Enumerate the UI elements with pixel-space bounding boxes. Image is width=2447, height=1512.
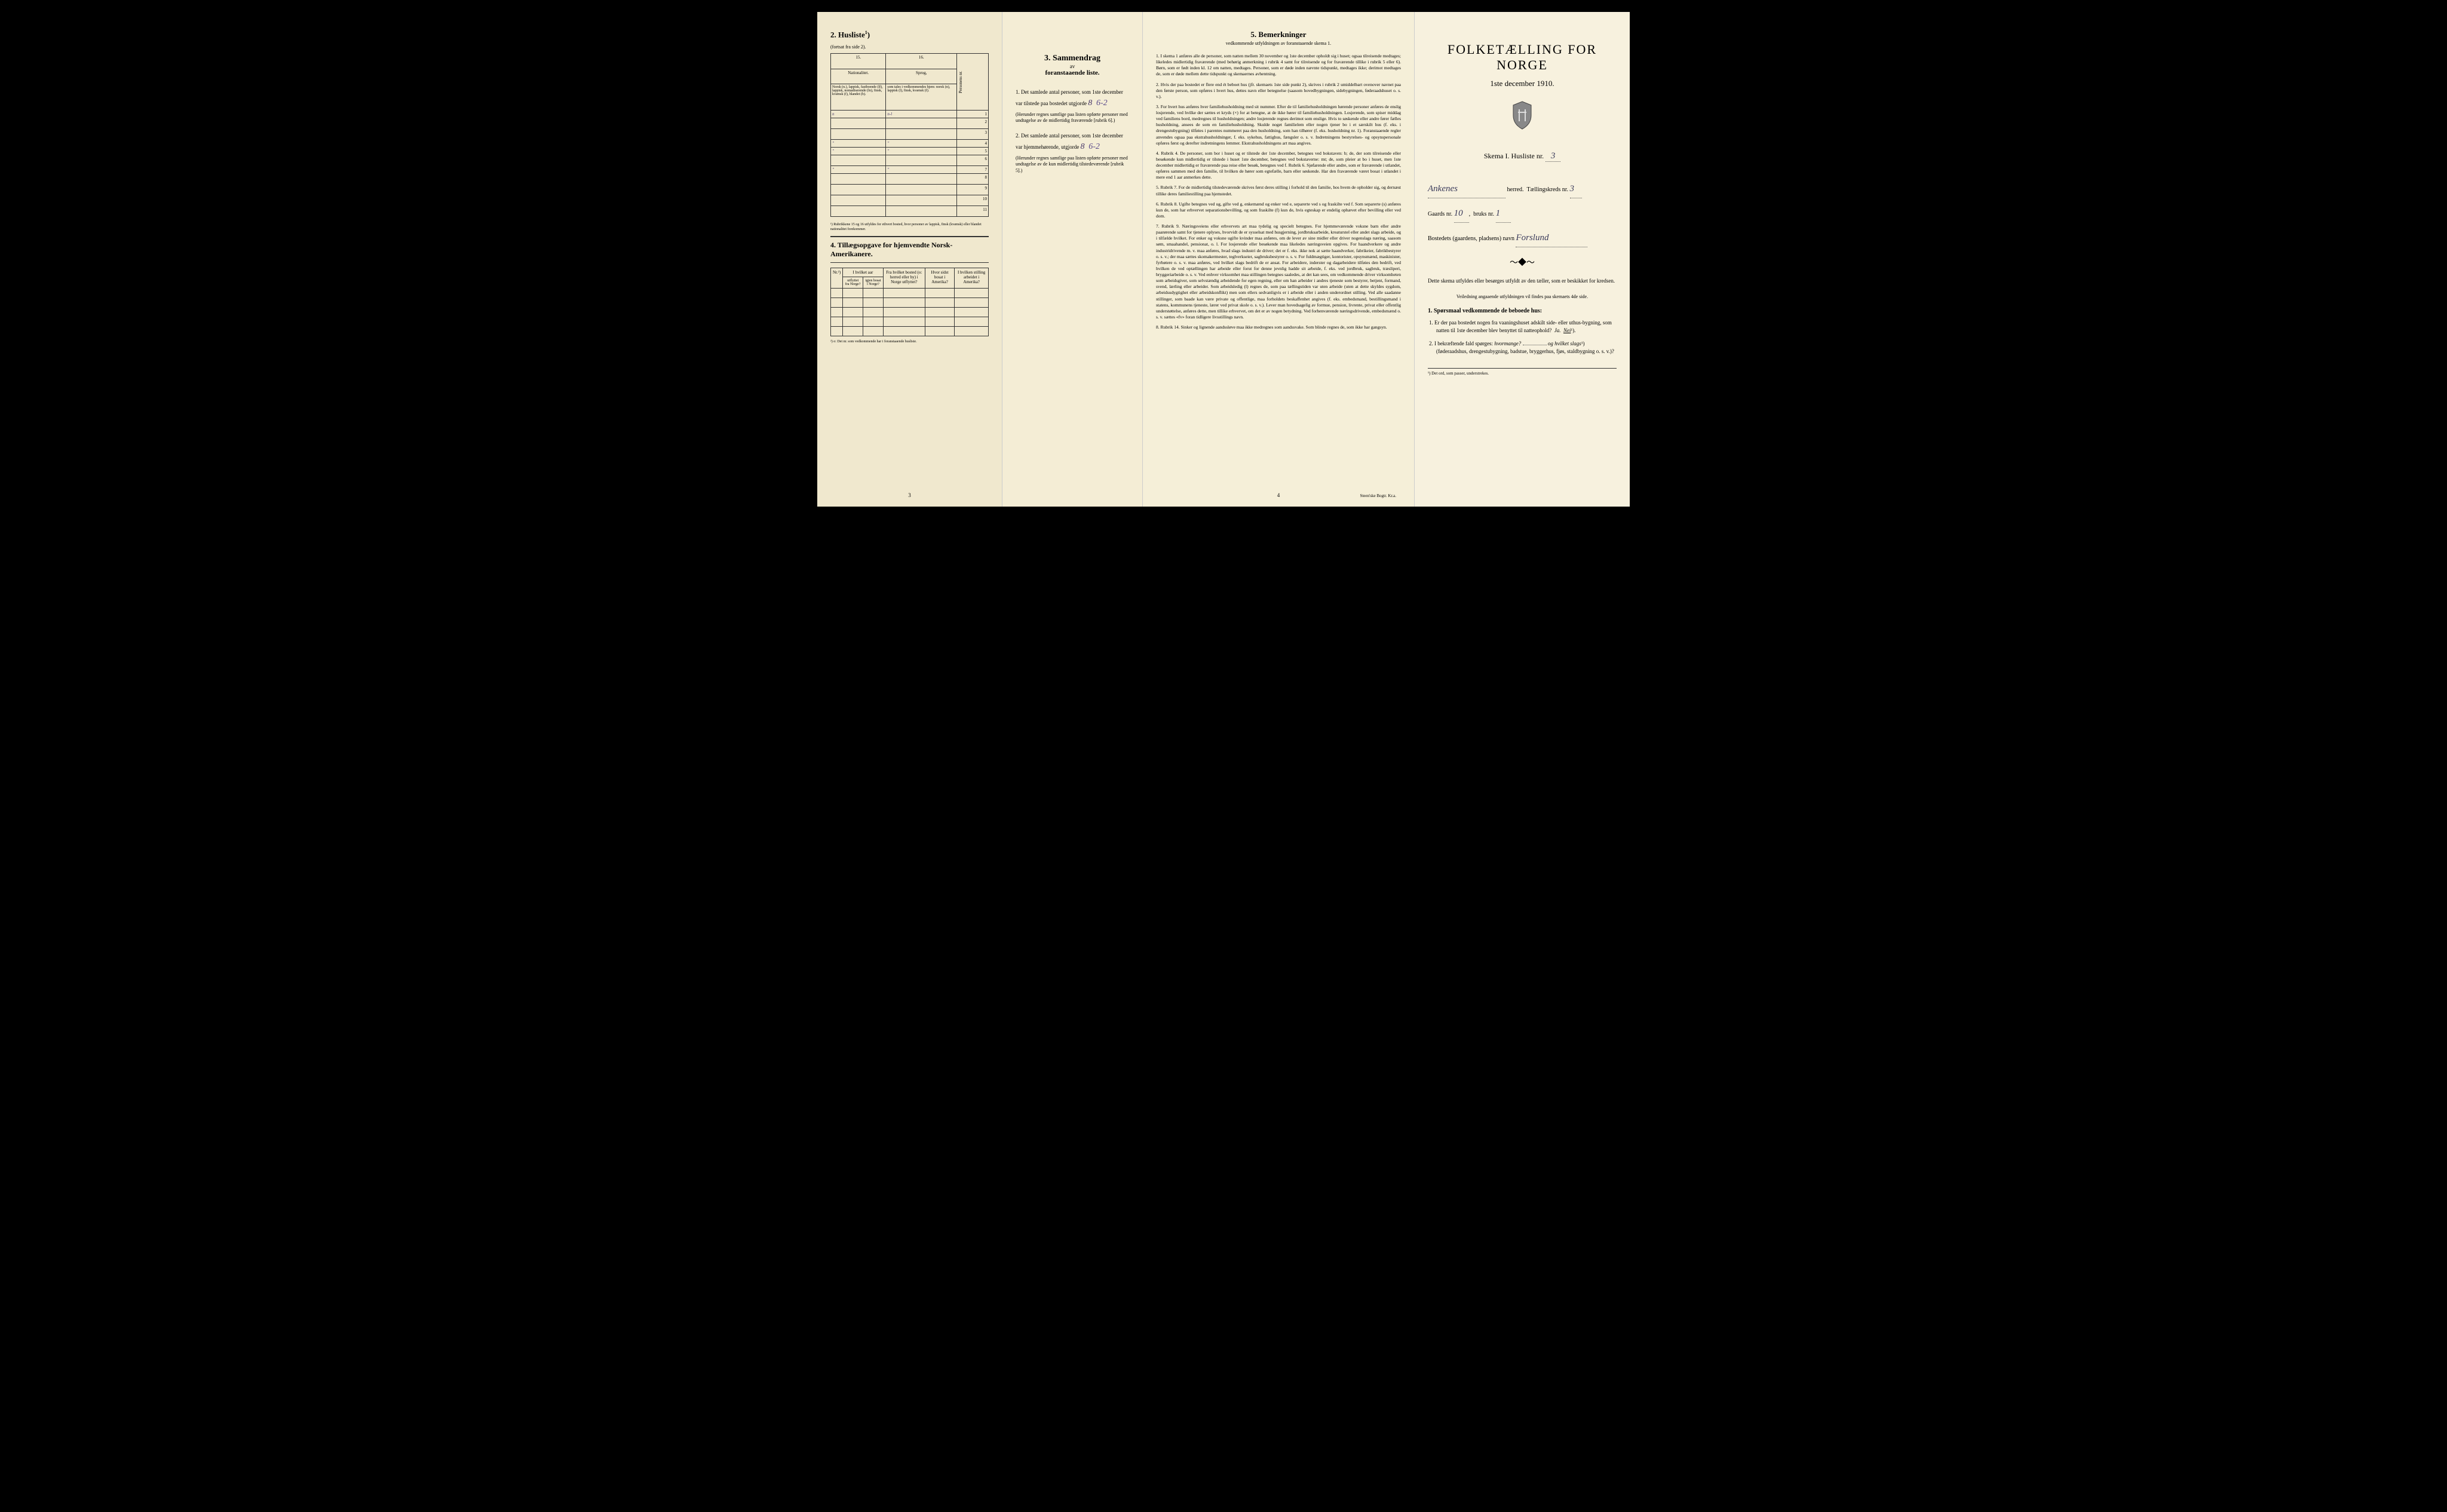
summary-item-2: 2. Det samlede antal personer, som 1ste … — [1016, 132, 1129, 174]
flourish-icon: 〜◆〜 — [1428, 256, 1617, 268]
footnote-underline: ¹) Det ord, som passer, understrekes. — [1428, 368, 1617, 376]
col-15-sub: Norsk (n.), lappisk, fastboende (lf), la… — [831, 84, 886, 111]
table-row: ""5 — [831, 148, 989, 155]
section-2-title: 2. Husliste1) — [830, 30, 989, 39]
bosted-line: Bostedets (gaardens, pladsens) navn Fors… — [1428, 229, 1617, 247]
table-row — [831, 307, 989, 317]
table-row: 8 — [831, 174, 989, 185]
hjemme-breakdown: 6-2 — [1088, 142, 1100, 151]
herred-value: Ankenes — [1428, 180, 1505, 198]
table-row: 6 — [831, 155, 989, 166]
bruks-value: 1 — [1496, 204, 1511, 223]
table-row: 9 — [831, 185, 989, 195]
herred-line: Ankenes herred. Tællingskreds nr. 3 — [1428, 180, 1617, 198]
table-row — [831, 288, 989, 298]
t4-col-nr: Nr.²) — [831, 268, 843, 288]
section-4-title: 4. Tillægsopgave for hjemvendte Norsk-Am… — [830, 236, 989, 263]
page-3-left: 2. Husliste1) (fortsat fra side 2). 15. … — [817, 12, 1002, 507]
table-row — [831, 326, 989, 336]
coat-of-arms-icon — [1428, 100, 1617, 133]
section-2-continued: (fortsat fra side 2). — [830, 44, 989, 50]
gaards-line: Gaards nr. 10, bruks nr. 1 — [1428, 204, 1617, 223]
footnote-2: ²) o: Det nr. som vedkommende har i fora… — [830, 340, 989, 345]
footnote-1: ¹) Rubrikkene 15 og 16 utfyldes for ethv… — [830, 223, 989, 232]
husliste-table: 15. 16. Personens nr. Nationalitet. Spro… — [830, 53, 989, 217]
table-row: ""7 — [831, 166, 989, 174]
t4-col-aar: I hvilket aar — [843, 268, 884, 277]
hjemme-count: 8 — [1080, 142, 1084, 151]
col-person-nr: Personens nr. — [957, 54, 989, 111]
remark-4: 4. Rubrik 4. De personer, som bor i huse… — [1156, 151, 1401, 181]
summary-item-1: 1. Det samlede antal personer, som 1ste … — [1016, 88, 1129, 124]
page-4-remarks: 5. Bemerkninger vedkommende utfyldningen… — [1143, 12, 1415, 507]
printer-mark: Steen'ske Bogtr. Kr.a. — [1360, 493, 1396, 498]
t4-col-amerika: Hvor sidst bosat i Amerika? — [925, 268, 954, 288]
table-row — [831, 317, 989, 326]
page-1-cover: FOLKETÆLLING FOR NORGE 1ste december 191… — [1415, 12, 1630, 507]
table-row — [831, 298, 989, 307]
page-3-right: 3. Sammendrag av foranstaaende liste. 1.… — [1002, 12, 1143, 507]
section-3-sub1: av — [1016, 63, 1129, 69]
t4-col-bosat: igjen bosat i Norge? — [863, 277, 884, 288]
table-row: 3 — [831, 129, 989, 140]
col-16-num: 16. — [886, 54, 957, 69]
remark-8: 8. Rubrik 14. Sinker og lignende aandssl… — [1156, 324, 1401, 330]
gaards-value: 10 — [1454, 204, 1469, 223]
husliste-nr: 3 — [1546, 151, 1560, 162]
question-header: 1. Spørsmaal vedkommende de beboede hus: — [1428, 308, 1617, 314]
answer-nei: Nei — [1563, 327, 1571, 333]
tilstede-breakdown: 6-2 — [1096, 99, 1108, 108]
page-number: 3 — [817, 492, 1002, 498]
remark-7: 7. Rubrik 9. Næringsveiens eller erhverv… — [1156, 223, 1401, 320]
col-15-head: Nationalitet. — [831, 69, 886, 84]
table-row: 11 — [831, 206, 989, 217]
t4-col-utflyttet: utflyttet fra Norge? — [843, 277, 863, 288]
tilstede-count: 8 — [1088, 99, 1092, 108]
col-16-sub: som tales i vedkommendes hjem: norsk (n)… — [886, 84, 957, 111]
section-5-title: 5. Bemerkninger — [1156, 30, 1401, 39]
question-2: 2. I bekræftende fald spørges: hvormange… — [1436, 340, 1617, 356]
t4-col-stilling: I hvilken stilling arbeidet i Amerika? — [955, 268, 989, 288]
remark-6: 6. Rubrik 8. Ugifte betegnes ved ug, gif… — [1156, 201, 1401, 219]
table-row: 10 — [831, 195, 989, 206]
col-15-num: 15. — [831, 54, 886, 69]
table-row: nn-l1 — [831, 111, 989, 118]
remark-1: 1. I skema 1 anføres alle de personer, s… — [1156, 53, 1401, 78]
question-1: 1. Er der paa bostedet nogen fra vaaning… — [1436, 319, 1617, 335]
census-title: FOLKETÆLLING FOR NORGE — [1428, 42, 1617, 73]
amerikanere-table: Nr.²) I hvilket aar Fra hvilket bosted (… — [830, 268, 989, 336]
instruction-2: Veiledning angaaende utfyldningen vil fi… — [1428, 294, 1617, 299]
item1-note: (Herunder regnes samtlige paa listen opf… — [1016, 112, 1129, 124]
item2-note: (Herunder regnes samtlige paa listen opf… — [1016, 155, 1129, 174]
remark-2: 2. Hvis der paa bostedet er flere end ét… — [1156, 82, 1401, 100]
section-3-title: 3. Sammendrag — [1016, 54, 1129, 63]
section-5-sub: vedkommende utfyldningen av foranstaaend… — [1156, 41, 1401, 46]
skema-line: Skema I. Husliste nr. 3 — [1428, 151, 1617, 162]
instruction-1: Dette skema utfyldes eller besørges utfy… — [1428, 277, 1617, 286]
table-row: 2 — [831, 118, 989, 129]
col-16-head: Sprog, — [886, 69, 957, 84]
kreds-value: 3 — [1570, 180, 1582, 198]
section-3-sub2: foranstaaende liste. — [1016, 69, 1129, 76]
census-document: 2. Husliste1) (fortsat fra side 2). 15. … — [817, 12, 1630, 507]
remarks-list: 1. I skema 1 anføres alle de personer, s… — [1156, 53, 1401, 330]
t4-col-bosted: Fra hvilket bosted (o: herred eller by) … — [883, 268, 925, 288]
remark-5: 5. Rubrik 7. For de midlertidig tilstede… — [1156, 185, 1401, 197]
census-date: 1ste december 1910. — [1428, 79, 1617, 88]
table-row: ""4 — [831, 140, 989, 148]
bosted-value: Forslund — [1516, 229, 1587, 247]
remark-3: 3. For hvert hus anføres hver familiehus… — [1156, 104, 1401, 146]
